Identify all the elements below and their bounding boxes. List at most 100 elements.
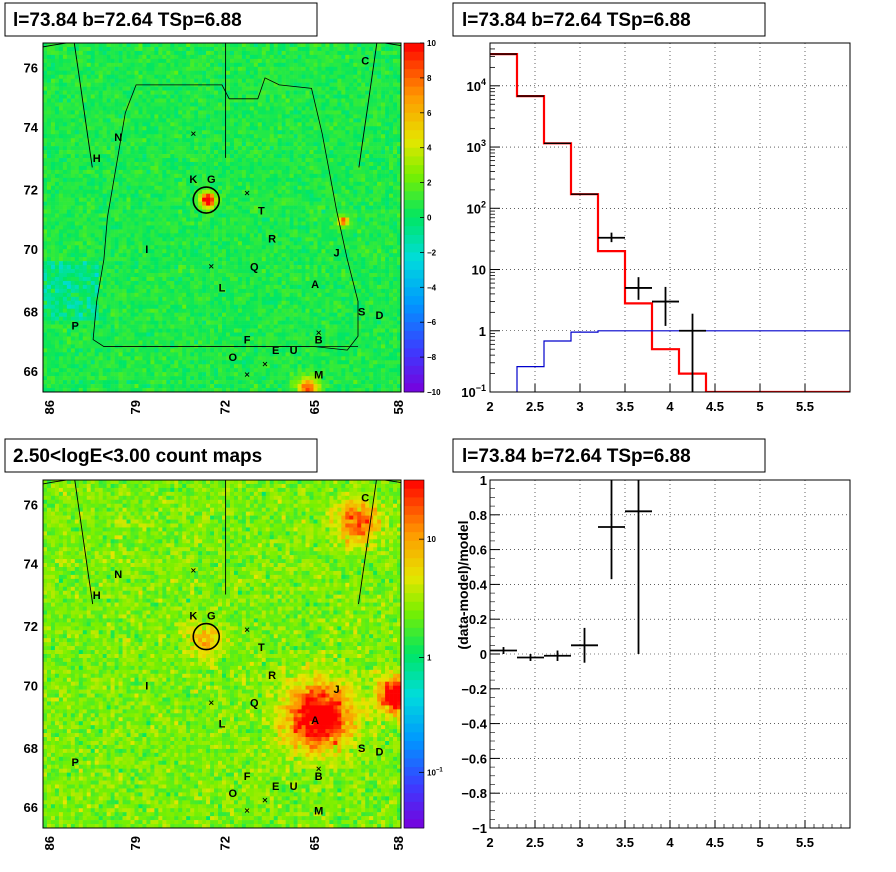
heatmap-cell xyxy=(54,82,60,87)
heatmap-cell xyxy=(285,54,290,60)
heatmap-cell xyxy=(349,94,354,99)
heatmap-cell xyxy=(249,70,255,76)
heatmap-cell xyxy=(281,201,286,206)
heatmap-cell xyxy=(289,173,294,179)
heatmap-cell xyxy=(122,126,127,131)
heatmap-cell xyxy=(257,217,263,222)
heatmap-cell xyxy=(150,209,155,214)
heatmap-cell xyxy=(385,177,390,183)
heatmap-cell xyxy=(253,50,259,56)
heatmap-cell xyxy=(309,177,314,183)
heatmap-cell xyxy=(114,201,119,206)
heatmap-cell xyxy=(341,181,346,187)
heatmap-cell xyxy=(241,54,247,60)
heatmap-cell xyxy=(54,237,60,242)
heatmap-cell xyxy=(126,98,131,103)
heatmap-cells xyxy=(43,43,401,392)
heatmap-cell xyxy=(174,233,179,238)
heatmap-cell xyxy=(198,217,203,222)
heatmap-cell xyxy=(369,58,374,64)
heatmap-cell xyxy=(357,126,362,131)
heatmap-cell xyxy=(349,122,354,127)
heatmap-cell xyxy=(389,253,394,258)
heatmap-cell xyxy=(154,225,159,230)
heatmap-cell xyxy=(321,74,326,79)
heatmap-cell xyxy=(389,217,394,222)
heatmap-cell xyxy=(269,102,275,107)
heatmap-cell xyxy=(381,177,386,183)
heatmap-cell xyxy=(317,209,322,214)
heatmap-cell xyxy=(98,150,103,155)
heatmap-cell xyxy=(361,118,366,123)
heatmap-cell xyxy=(253,217,259,222)
heatmap-cell xyxy=(194,261,199,266)
heatmap-cell xyxy=(365,78,370,83)
heatmap-cell xyxy=(58,58,64,64)
heatmap-cell xyxy=(202,205,207,210)
heatmap-cell xyxy=(317,189,322,195)
heatmap-cell xyxy=(66,126,72,131)
heatmap-cell xyxy=(297,50,302,56)
heatmap-cell xyxy=(349,181,354,187)
heatmap-cell xyxy=(321,82,326,87)
heatmap-cell xyxy=(317,225,322,230)
heatmap-cell xyxy=(178,158,183,163)
heatmap-cell xyxy=(210,189,215,195)
heatmap-cell xyxy=(329,249,334,254)
heatmap-cell xyxy=(174,122,179,127)
heatmap-cell xyxy=(126,225,131,230)
heatmap-cell xyxy=(154,229,159,234)
heatmap-cell xyxy=(305,54,310,60)
heatmap-cell xyxy=(333,253,338,258)
heatmap-cell xyxy=(365,70,370,76)
heatmap-cell xyxy=(90,134,96,139)
heatmap-cell xyxy=(333,54,338,60)
heatmap-cell xyxy=(74,217,80,222)
heatmap-cell xyxy=(170,213,175,218)
heatmap-cell xyxy=(361,43,366,48)
heatmap-cell xyxy=(333,158,338,163)
heatmap-cell xyxy=(317,126,322,131)
heatmap-cell xyxy=(285,98,290,103)
heatmap-cell xyxy=(178,154,183,159)
heatmap-cell xyxy=(130,146,135,151)
heatmap-cell xyxy=(154,241,159,246)
heatmap-cell xyxy=(182,126,187,131)
heatmap-cell xyxy=(82,126,88,131)
heatmap-cell xyxy=(265,122,271,127)
heatmap-cell xyxy=(82,142,88,147)
heatmap-cell xyxy=(162,126,167,131)
heatmap-cell xyxy=(337,154,342,159)
heatmap-cell xyxy=(106,98,111,103)
heatmap-cell xyxy=(381,43,386,48)
heatmap-cell xyxy=(110,70,115,76)
heatmap-cell xyxy=(253,249,259,254)
heatmap-cell xyxy=(166,173,171,179)
heatmap-cell xyxy=(237,237,243,242)
heatmap-cell xyxy=(186,261,191,266)
heatmap-cell xyxy=(158,169,163,175)
significance-map-title-box xyxy=(4,2,318,37)
heatmap-cell xyxy=(94,94,99,99)
heatmap-cell xyxy=(277,43,282,48)
heatmap-cell xyxy=(50,66,56,72)
heatmap-cell xyxy=(98,130,103,135)
heatmap-cell xyxy=(373,165,378,171)
heatmap-cell xyxy=(50,245,56,250)
heatmap-cell xyxy=(293,161,298,167)
heatmap-cell xyxy=(162,70,167,76)
heatmap-cell xyxy=(377,78,382,83)
heatmap-cell xyxy=(293,245,298,250)
heatmap-cell xyxy=(66,181,72,187)
heatmap-cell xyxy=(333,134,338,139)
heatmap-cell xyxy=(58,126,64,131)
heatmap-cell xyxy=(297,154,302,159)
heatmap-cell xyxy=(285,150,290,155)
heatmap-cell xyxy=(257,126,263,131)
heatmap-cell xyxy=(126,118,131,123)
heatmap-cell xyxy=(253,229,259,234)
heatmap-cell xyxy=(62,197,68,202)
heatmap-cell xyxy=(241,110,247,115)
heatmap-cell xyxy=(50,78,56,83)
heatmap-cell xyxy=(202,102,207,107)
